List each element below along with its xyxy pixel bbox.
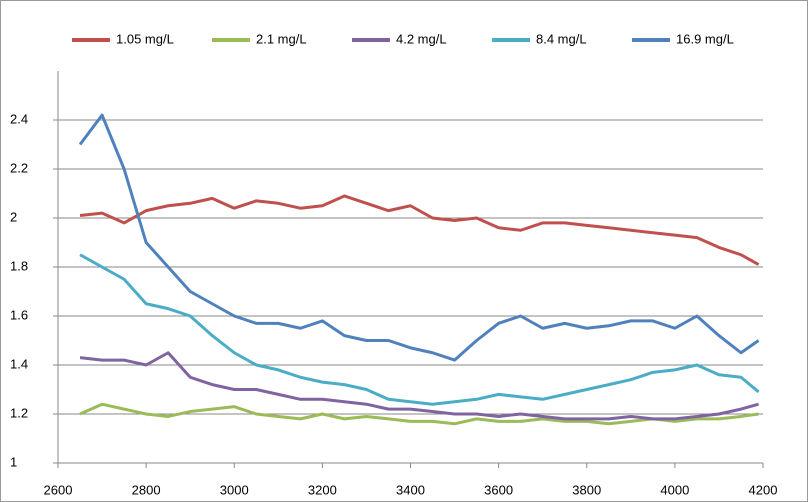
legend-label: 4.2 mg/L bbox=[396, 31, 447, 46]
x-tick-label: 2800 bbox=[132, 482, 161, 497]
x-tick-label: 3800 bbox=[572, 482, 601, 497]
legend-label: 1.05 mg/L bbox=[116, 31, 174, 46]
y-tick-label: 2.4 bbox=[10, 111, 28, 126]
y-tick-label: 2 bbox=[10, 209, 17, 224]
y-tick-label: 1.8 bbox=[10, 258, 28, 273]
x-tick-label: 3200 bbox=[308, 482, 337, 497]
y-tick-label: 1.2 bbox=[10, 405, 28, 420]
data-line bbox=[79, 194, 760, 266]
data-line bbox=[79, 253, 760, 406]
legend-label: 2.1 mg/L bbox=[256, 31, 307, 46]
y-tick-label: 1.4 bbox=[10, 356, 28, 371]
data-line bbox=[78, 113, 760, 362]
x-tick-label: 3600 bbox=[484, 482, 513, 497]
x-tick-label: 3400 bbox=[396, 482, 425, 497]
x-tick-label: 4200 bbox=[749, 482, 778, 497]
legend-label: 16.9 mg/L bbox=[676, 31, 734, 46]
y-tick-label: 1 bbox=[10, 454, 17, 469]
data-line bbox=[79, 351, 759, 421]
x-tick-label: 4000 bbox=[660, 482, 689, 497]
y-tick-label: 1.6 bbox=[10, 307, 28, 322]
legend-label: 8.4 mg/L bbox=[536, 31, 587, 46]
y-tick-label: 2.2 bbox=[10, 160, 28, 175]
x-tick-label: 2600 bbox=[44, 482, 73, 497]
x-tick-label: 3000 bbox=[220, 482, 249, 497]
